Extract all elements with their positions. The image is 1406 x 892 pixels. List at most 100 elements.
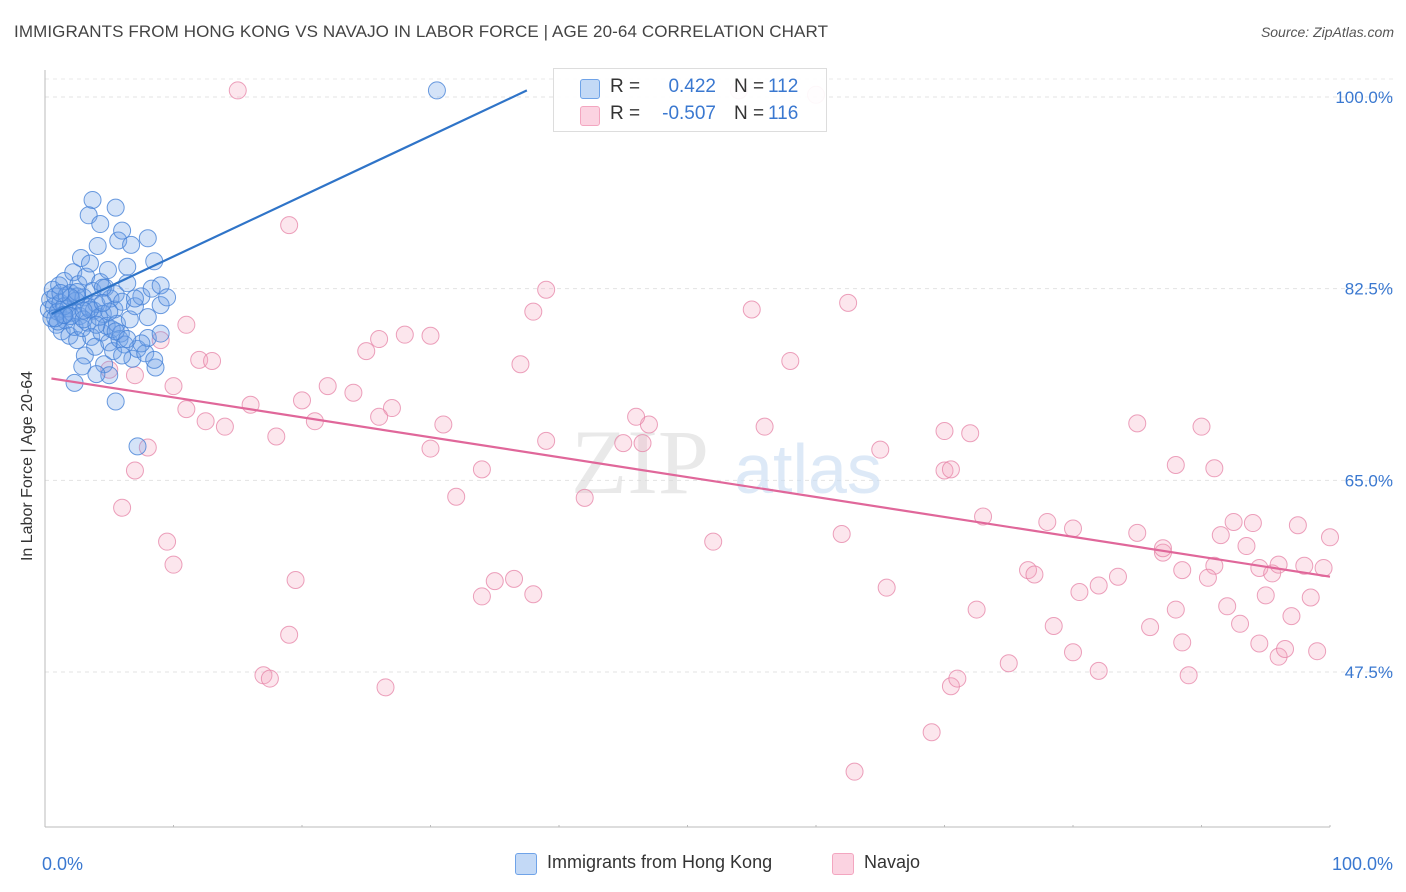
navajo-point	[1224, 512, 1243, 531]
navajo-point	[704, 532, 723, 551]
hong-kong-point	[95, 355, 114, 374]
navajo-point	[215, 417, 234, 436]
navajo-point	[267, 427, 286, 446]
navajo-point	[1295, 556, 1314, 575]
navajo-point	[370, 407, 389, 426]
legend-r-value: -0.507	[662, 103, 716, 124]
legend-n-label: N =	[734, 76, 765, 97]
y-tick-label: 47.5%	[1345, 663, 1393, 682]
navajo-point	[260, 669, 279, 688]
navajo-point	[877, 578, 896, 597]
navajo-point	[1128, 414, 1147, 433]
navajo-point	[357, 342, 376, 361]
navajo-point	[1128, 523, 1147, 542]
navajo-point	[832, 525, 851, 543]
navajo-point	[280, 216, 299, 235]
grid-lines	[45, 78, 1395, 673]
hong-kong-point	[100, 302, 119, 321]
navajo-point	[1141, 618, 1160, 637]
bottom-legend-label: Immigrants from Hong Kong	[547, 852, 773, 872]
hong-kong-point	[91, 215, 110, 234]
navajo-point	[177, 315, 196, 334]
hong-kong-point	[87, 365, 106, 384]
navajo-point	[190, 350, 209, 369]
navajo-point	[1321, 528, 1339, 547]
navajo-point	[164, 555, 183, 574]
navajo-point	[524, 302, 543, 321]
hong-kong-point	[138, 308, 157, 327]
hong-kong-point	[71, 249, 90, 267]
hong-kong-point	[74, 301, 93, 320]
hong-kong-point	[146, 358, 165, 377]
hong-kong-point	[68, 331, 87, 350]
navajo-point	[871, 440, 890, 459]
legend-swatch-pink	[580, 106, 600, 126]
navajo-point	[1064, 519, 1082, 538]
hong-kong-point	[118, 257, 137, 276]
legend-r-label: R =	[610, 76, 641, 97]
legend-n-value: 116	[768, 103, 799, 124]
hong-kong-point	[100, 366, 119, 385]
navajo-point	[280, 625, 299, 644]
source-label: Source: ZipAtlas.com	[1260, 24, 1394, 40]
hong-kong-point	[88, 236, 107, 255]
navajo-point	[537, 431, 556, 450]
navajo-point	[1025, 565, 1044, 584]
navajo-point	[1231, 614, 1250, 633]
navajo-point	[1308, 642, 1327, 661]
hong-kong-point	[51, 284, 70, 303]
navajo-point	[434, 415, 453, 434]
hong-kong-trend-line	[50, 89, 528, 315]
navajo-point	[755, 417, 774, 436]
hong-kong-point	[87, 315, 106, 334]
navajo-point	[1256, 586, 1275, 605]
navajo-point	[125, 461, 144, 480]
navajo-point	[1192, 417, 1211, 436]
navajo-point	[935, 461, 954, 480]
navajo-point	[485, 572, 504, 591]
navajo-point	[472, 587, 491, 606]
hong-kong-point	[46, 309, 65, 328]
navajo-point	[941, 460, 960, 479]
navajo-point	[845, 762, 864, 781]
navajo-point	[196, 412, 215, 431]
axes	[44, 70, 1331, 828]
hong-kong-point	[122, 235, 141, 254]
legend-r-label: R =	[610, 103, 641, 124]
navajo-point	[1179, 666, 1198, 685]
bottom-legend-swatch-pink	[832, 853, 854, 875]
hong-kong-point	[158, 288, 177, 307]
hong-kong-point	[118, 330, 137, 349]
navajo-point	[158, 532, 177, 551]
navajo-point	[472, 460, 491, 479]
navajo-point	[164, 377, 183, 396]
navajo-point	[395, 325, 414, 344]
navajo-point	[1301, 588, 1320, 607]
hong-kong-point	[125, 289, 144, 308]
navajo-point	[505, 569, 524, 588]
hong-kong-point	[151, 296, 170, 315]
navajo-point	[948, 669, 967, 688]
hong-kong-point	[113, 221, 132, 240]
navajo-point	[1282, 607, 1301, 626]
navajo-point	[113, 498, 132, 517]
navajo-point	[318, 377, 337, 396]
x-tick-label: 100.0%	[1332, 854, 1393, 874]
navajo-point	[1250, 634, 1269, 653]
navajo-point	[922, 723, 941, 742]
navajo-point	[1243, 514, 1262, 533]
navajo-point	[1173, 561, 1192, 580]
navajo-point	[447, 487, 466, 506]
bottom-legend-label: Navajo	[864, 852, 921, 872]
bottom-legend-swatch-blue	[515, 853, 537, 875]
legend-swatch-blue	[580, 79, 600, 99]
navajo-point	[511, 355, 530, 374]
navajo-point	[1237, 537, 1256, 556]
navajo-point	[125, 366, 144, 385]
legend-n-label: N =	[734, 103, 765, 124]
navajo-points	[100, 81, 1339, 781]
navajo-point	[1276, 640, 1295, 658]
navajo-point	[1070, 583, 1089, 602]
x-tick-labels: 0.0% 100.0%	[42, 854, 1393, 874]
navajo-point	[627, 407, 646, 426]
